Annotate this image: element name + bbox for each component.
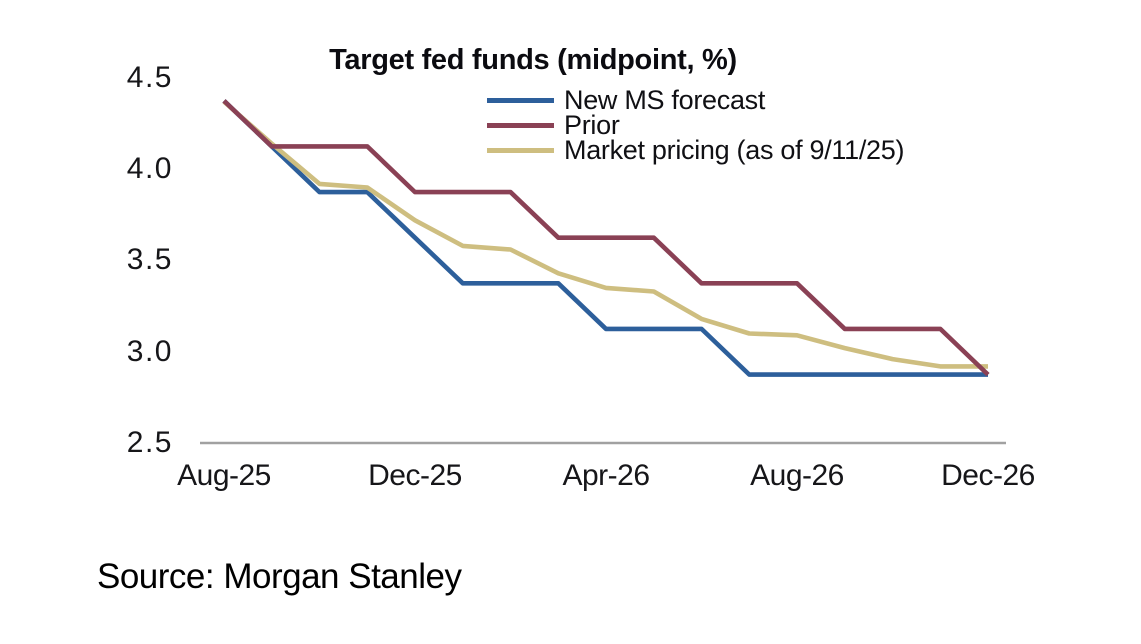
chart-title: Target fed funds (midpoint, %) bbox=[329, 44, 737, 76]
legend-item-market-pricing: Market pricing (as of 9/11/25) bbox=[487, 135, 905, 165]
legend-item-new-ms-forecast: New MS forecast bbox=[487, 85, 904, 115]
legend-swatch-new-ms-forecast bbox=[487, 98, 554, 103]
y-tick-label: 3.0 bbox=[126, 335, 173, 368]
legend-item-prior: Prior bbox=[487, 110, 904, 140]
y-tick-label: 4.0 bbox=[126, 152, 173, 185]
legend-swatch-market-pricing bbox=[487, 148, 554, 153]
x-tick-label: Dec-25 bbox=[368, 459, 462, 492]
x-tick-label: Dec-26 bbox=[941, 459, 1035, 492]
y-tick-label: 2.5 bbox=[126, 426, 173, 459]
x-tick-label: Apr-26 bbox=[562, 459, 650, 492]
source-note: Source: Morgan Stanley bbox=[97, 557, 462, 596]
chart-legend: New MS forecast Prior Market pricing (as… bbox=[487, 85, 905, 165]
x-tick-label: Aug-26 bbox=[750, 459, 844, 492]
legend-label-new-ms-forecast: New MS forecast bbox=[564, 85, 766, 115]
y-tick-label: 4.5 bbox=[126, 61, 173, 94]
legend-swatch-prior bbox=[487, 123, 554, 128]
legend-label-market-pricing: Market pricing (as of 9/11/25) bbox=[564, 135, 905, 165]
y-tick-label: 3.5 bbox=[126, 243, 173, 276]
legend-label-prior: Prior bbox=[564, 110, 620, 140]
x-tick-label: Aug-25 bbox=[177, 459, 271, 492]
